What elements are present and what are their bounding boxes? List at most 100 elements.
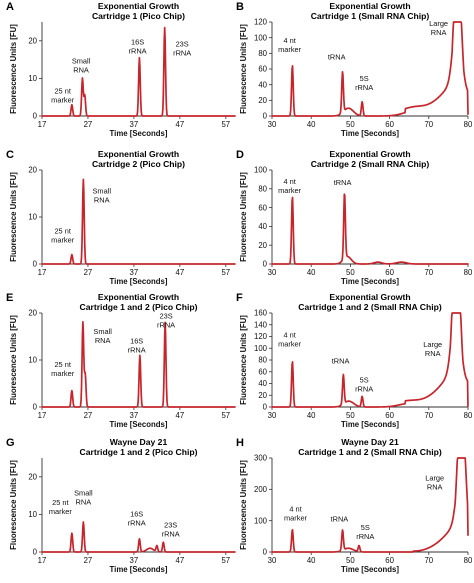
y-tick-label: 80 <box>258 356 267 365</box>
y-tick-label: 60 <box>258 367 267 376</box>
y-axis-title: Fluorescence Units [FU] <box>9 460 18 550</box>
peak-label: marker <box>278 186 302 195</box>
peak-label: 4 nt <box>283 177 295 186</box>
peak-label: 25 nt <box>52 498 68 507</box>
peak-label: 23S <box>164 521 177 530</box>
panel-letter: G <box>6 437 15 449</box>
y-tick-label: 0 <box>263 260 268 269</box>
panel-title-line: Exponential Growth <box>98 1 179 11</box>
y-axis-title: Fluorescence Units [FU] <box>239 460 248 550</box>
peak-label: 4 nt <box>289 504 301 513</box>
trace-line <box>41 178 236 265</box>
peak-label: 23S <box>159 312 172 321</box>
x-tick-label: 70 <box>424 120 433 129</box>
y-tick-label: 0 <box>33 403 38 412</box>
x-tick-label: 57 <box>221 120 230 129</box>
x-tick-label: 47 <box>176 556 185 565</box>
peak-label: 16S <box>131 38 144 47</box>
x-tick-label: 60 <box>385 268 394 277</box>
y-tick-label: 0 <box>263 403 268 412</box>
y-tick-label: 20 <box>28 166 37 175</box>
x-tick-label: 60 <box>385 120 394 129</box>
x-tick-label: 50 <box>346 411 355 420</box>
peak-label: 5S <box>361 523 370 532</box>
y-tick-label: 20 <box>258 241 267 250</box>
panel-letter: H <box>236 437 244 449</box>
panel-title-line: Exponential Growth <box>98 149 179 159</box>
x-tick-label: 17 <box>38 120 47 129</box>
y-tick-label: 200 <box>254 485 268 494</box>
panel-letter: A <box>6 1 14 13</box>
x-tick-label: 27 <box>84 120 93 129</box>
y-tick-label: 20 <box>28 309 37 318</box>
x-axis-title: Time [Seconds] <box>341 129 399 138</box>
x-tick-label: 40 <box>307 268 316 277</box>
peak-label: Large <box>425 474 444 483</box>
x-tick-label: 27 <box>84 411 93 420</box>
y-tick-label: 20 <box>258 391 267 400</box>
peak-label: RNA <box>76 498 92 507</box>
x-tick-label: 50 <box>346 120 355 129</box>
y-tick-label: 80 <box>258 49 267 58</box>
peak-label: marker <box>278 340 302 349</box>
peak-label: RNA <box>425 349 441 358</box>
x-tick-label: 40 <box>307 411 316 420</box>
peak-label: Large <box>429 19 448 28</box>
peak-label: 25 nt <box>54 226 70 235</box>
x-tick-label: 17 <box>38 268 47 277</box>
x-tick-label: 37 <box>130 556 139 565</box>
peak-label: RNA <box>94 196 110 205</box>
panel-letter: E <box>6 292 13 304</box>
panel-title-line: Cartridge 2 (Pico Chip) <box>92 159 185 169</box>
panel-title-line: Exponential Growth <box>329 1 410 11</box>
x-tick-label: 30 <box>268 120 277 129</box>
x-tick-label: 27 <box>84 268 93 277</box>
peak-label: rRNA <box>173 48 191 57</box>
y-tick-label: 60 <box>258 203 267 212</box>
y-tick-label: 0 <box>263 112 268 121</box>
y-tick-label: 0 <box>33 548 38 557</box>
peak-label: marker <box>51 95 75 104</box>
panel-letter: F <box>236 292 243 304</box>
peak-label: rRNA <box>162 530 180 539</box>
y-tick-label: 140 <box>254 320 268 329</box>
peak-label: rRNA <box>157 321 175 330</box>
peak-label: 16S <box>130 509 143 518</box>
peak-label: 5S <box>360 74 369 83</box>
trace-line <box>271 193 469 265</box>
x-axis-title: Time [Seconds] <box>110 420 168 429</box>
y-axis-title: Fluorescence Units [FU] <box>239 315 248 405</box>
x-tick-label: 70 <box>424 556 433 565</box>
panel-title-line: Cartridge 1 and 2 (Small RNA Chip) <box>298 447 442 457</box>
x-tick-label: 80 <box>464 268 473 277</box>
y-tick-label: 0 <box>263 548 268 557</box>
x-tick-label: 80 <box>464 556 473 565</box>
trace-line <box>271 312 469 408</box>
peak-label: Small <box>72 56 91 65</box>
x-tick-label: 80 <box>464 120 473 129</box>
y-tick-label: 40 <box>258 379 267 388</box>
x-tick-label: 57 <box>221 411 230 420</box>
y-tick-label: 0 <box>33 260 38 269</box>
panel-title-line: Cartridge 1 (Small RNA Chip) <box>311 11 430 21</box>
x-tick-label: 47 <box>176 411 185 420</box>
x-tick-label: 70 <box>424 268 433 277</box>
peak-label: rRNA <box>129 47 147 56</box>
x-axis-title: Time [Seconds] <box>110 277 168 286</box>
trace-line <box>41 320 236 408</box>
peak-label: 25 nt <box>54 360 70 369</box>
peak-label: tRNA <box>334 178 352 187</box>
panel-title-line: Exponential Growth <box>329 149 410 159</box>
panel-title-line: Wayne Day 21 <box>110 437 168 447</box>
x-tick-label: 60 <box>385 411 394 420</box>
peak-label: 5S <box>360 375 369 384</box>
x-tick-label: 70 <box>424 411 433 420</box>
x-axis-title: Time [Seconds] <box>110 129 168 138</box>
trace-line <box>271 21 469 117</box>
x-tick-label: 30 <box>268 268 277 277</box>
